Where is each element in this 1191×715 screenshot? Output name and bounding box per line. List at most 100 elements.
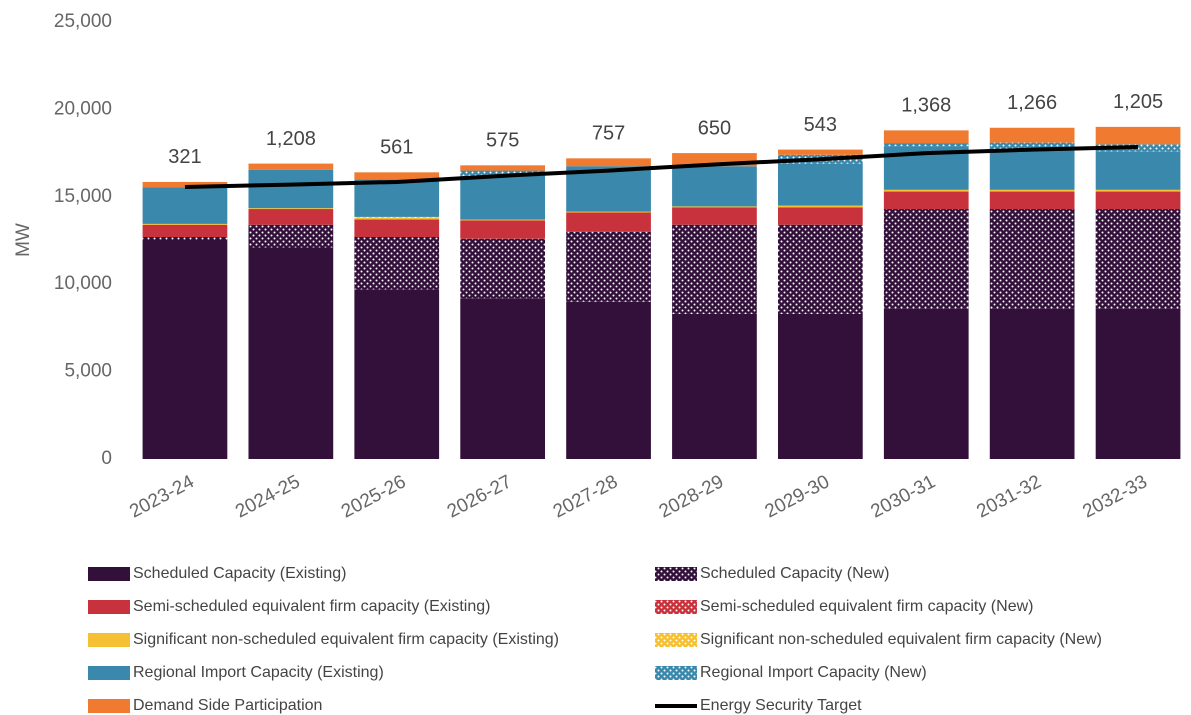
bar-segment	[672, 166, 757, 207]
legend-swatch	[88, 699, 130, 713]
bar-segment	[566, 212, 651, 232]
bar-segment	[989, 142, 1075, 150]
bar-segment	[354, 237, 440, 290]
bar-segment	[248, 208, 334, 210]
surplus-label: 1,266	[1007, 92, 1057, 114]
bar-segment	[460, 165, 546, 171]
legend-label: Significant non-scheduled equivalent fir…	[133, 631, 559, 648]
x-tick-label: 2027-28	[550, 471, 621, 522]
bar-segment	[248, 224, 334, 248]
bar-segment	[248, 169, 334, 209]
legend-label: Semi-scheduled equivalent firm capacity …	[700, 598, 1033, 615]
bar-segment	[989, 149, 1075, 190]
bar-segment	[460, 298, 546, 459]
legend-label: Regional Import Capacity (Existing)	[133, 664, 384, 681]
bar-segment	[989, 127, 1075, 143]
bar-segment	[142, 237, 228, 241]
bar-segment	[883, 209, 969, 309]
surplus-label: 650	[698, 117, 731, 139]
surplus-label: 543	[804, 114, 837, 136]
legend-label: Energy Security Target	[700, 697, 862, 714]
surplus-label: 321	[168, 146, 201, 168]
surplus-label: 575	[486, 130, 519, 152]
bar-segment	[248, 209, 334, 225]
bar-segment	[142, 223, 228, 225]
bar-segment	[672, 313, 757, 459]
bar-segment	[460, 220, 546, 239]
bar-segment	[354, 172, 440, 180]
bar-segment	[883, 191, 969, 210]
bar-segment	[883, 308, 969, 459]
bar-segment	[777, 163, 863, 206]
bar-segment	[777, 207, 863, 225]
surplus-label: 1,368	[901, 95, 951, 117]
bar-segment	[566, 301, 651, 459]
x-tick-label: 2028-29	[656, 471, 727, 522]
target-line	[184, 144, 1139, 190]
legend-swatch	[88, 666, 130, 680]
legend-label: Semi-scheduled equivalent firm capacity …	[133, 598, 490, 615]
bar-segment	[777, 205, 863, 208]
legend-swatch	[655, 633, 697, 647]
y-tick-label: 5,000	[64, 361, 112, 382]
x-tick-label: 2032-33	[1079, 471, 1150, 522]
x-tick-label: 2029-30	[762, 471, 833, 522]
legend-swatch	[88, 567, 130, 581]
bar-segment	[989, 209, 1075, 309]
bar-segment	[248, 163, 334, 170]
x-tick-label: 2026-27	[444, 471, 515, 522]
bar-segment	[354, 216, 440, 218]
bar-segment	[777, 224, 863, 314]
y-tick-label: 25,000	[54, 11, 112, 32]
legend-label: Regional Import Capacity (New)	[700, 664, 927, 681]
bar-segment	[1095, 191, 1181, 210]
legend-swatch	[88, 633, 130, 647]
bar-segment	[883, 143, 969, 147]
bar-segment	[989, 308, 1075, 459]
x-tick-label: 2030-31	[868, 471, 939, 522]
surplus-label: 757	[592, 123, 625, 145]
y-tick-label: 0	[101, 448, 112, 469]
bar-segment	[1095, 189, 1181, 192]
bar-segment	[142, 181, 228, 188]
legend-swatch	[655, 600, 697, 614]
bar-segment	[883, 130, 969, 144]
bar-segment	[566, 211, 651, 213]
y-tick-label: 10,000	[54, 273, 112, 294]
surplus-label: 1,205	[1113, 91, 1163, 113]
x-tick-label: 2024-25	[232, 471, 303, 522]
legend-label: Scheduled Capacity (New)	[700, 565, 889, 582]
x-tick-label: 2031-32	[973, 471, 1044, 522]
bar-segment	[460, 170, 546, 176]
bar-segment	[460, 238, 546, 299]
bar-segment	[1095, 308, 1181, 459]
bar-segment	[142, 224, 228, 238]
y-tick-label: 20,000	[54, 98, 112, 119]
legend-swatch	[655, 567, 697, 581]
bar-segment	[142, 187, 228, 224]
x-tick-label: 2025-26	[338, 471, 409, 522]
y-tick-label: 15,000	[54, 186, 112, 207]
legend-label: Scheduled Capacity (Existing)	[133, 565, 346, 582]
bar-segment	[1095, 151, 1181, 190]
legend-label: Significant non-scheduled equivalent fir…	[700, 631, 1102, 648]
bar-segment	[248, 247, 334, 459]
x-tick-label: 2023-24	[126, 471, 198, 522]
bar-segment	[566, 231, 651, 302]
bar-segment	[883, 189, 969, 192]
bar-segment	[1095, 126, 1181, 145]
bar-segment	[566, 158, 651, 167]
bar-segment	[354, 219, 440, 238]
surplus-label: 1,208	[266, 128, 316, 150]
bar-segment	[989, 189, 1075, 192]
y-axis-label: MW	[13, 223, 34, 257]
surplus-label: 561	[380, 137, 413, 159]
legend-swatch	[88, 600, 130, 614]
bar-segment	[672, 224, 757, 314]
bar-segment	[460, 175, 546, 220]
bar-segment	[354, 179, 440, 217]
bar-segment	[989, 191, 1075, 210]
bar-segment	[354, 217, 440, 220]
bar-segment	[672, 206, 757, 208]
